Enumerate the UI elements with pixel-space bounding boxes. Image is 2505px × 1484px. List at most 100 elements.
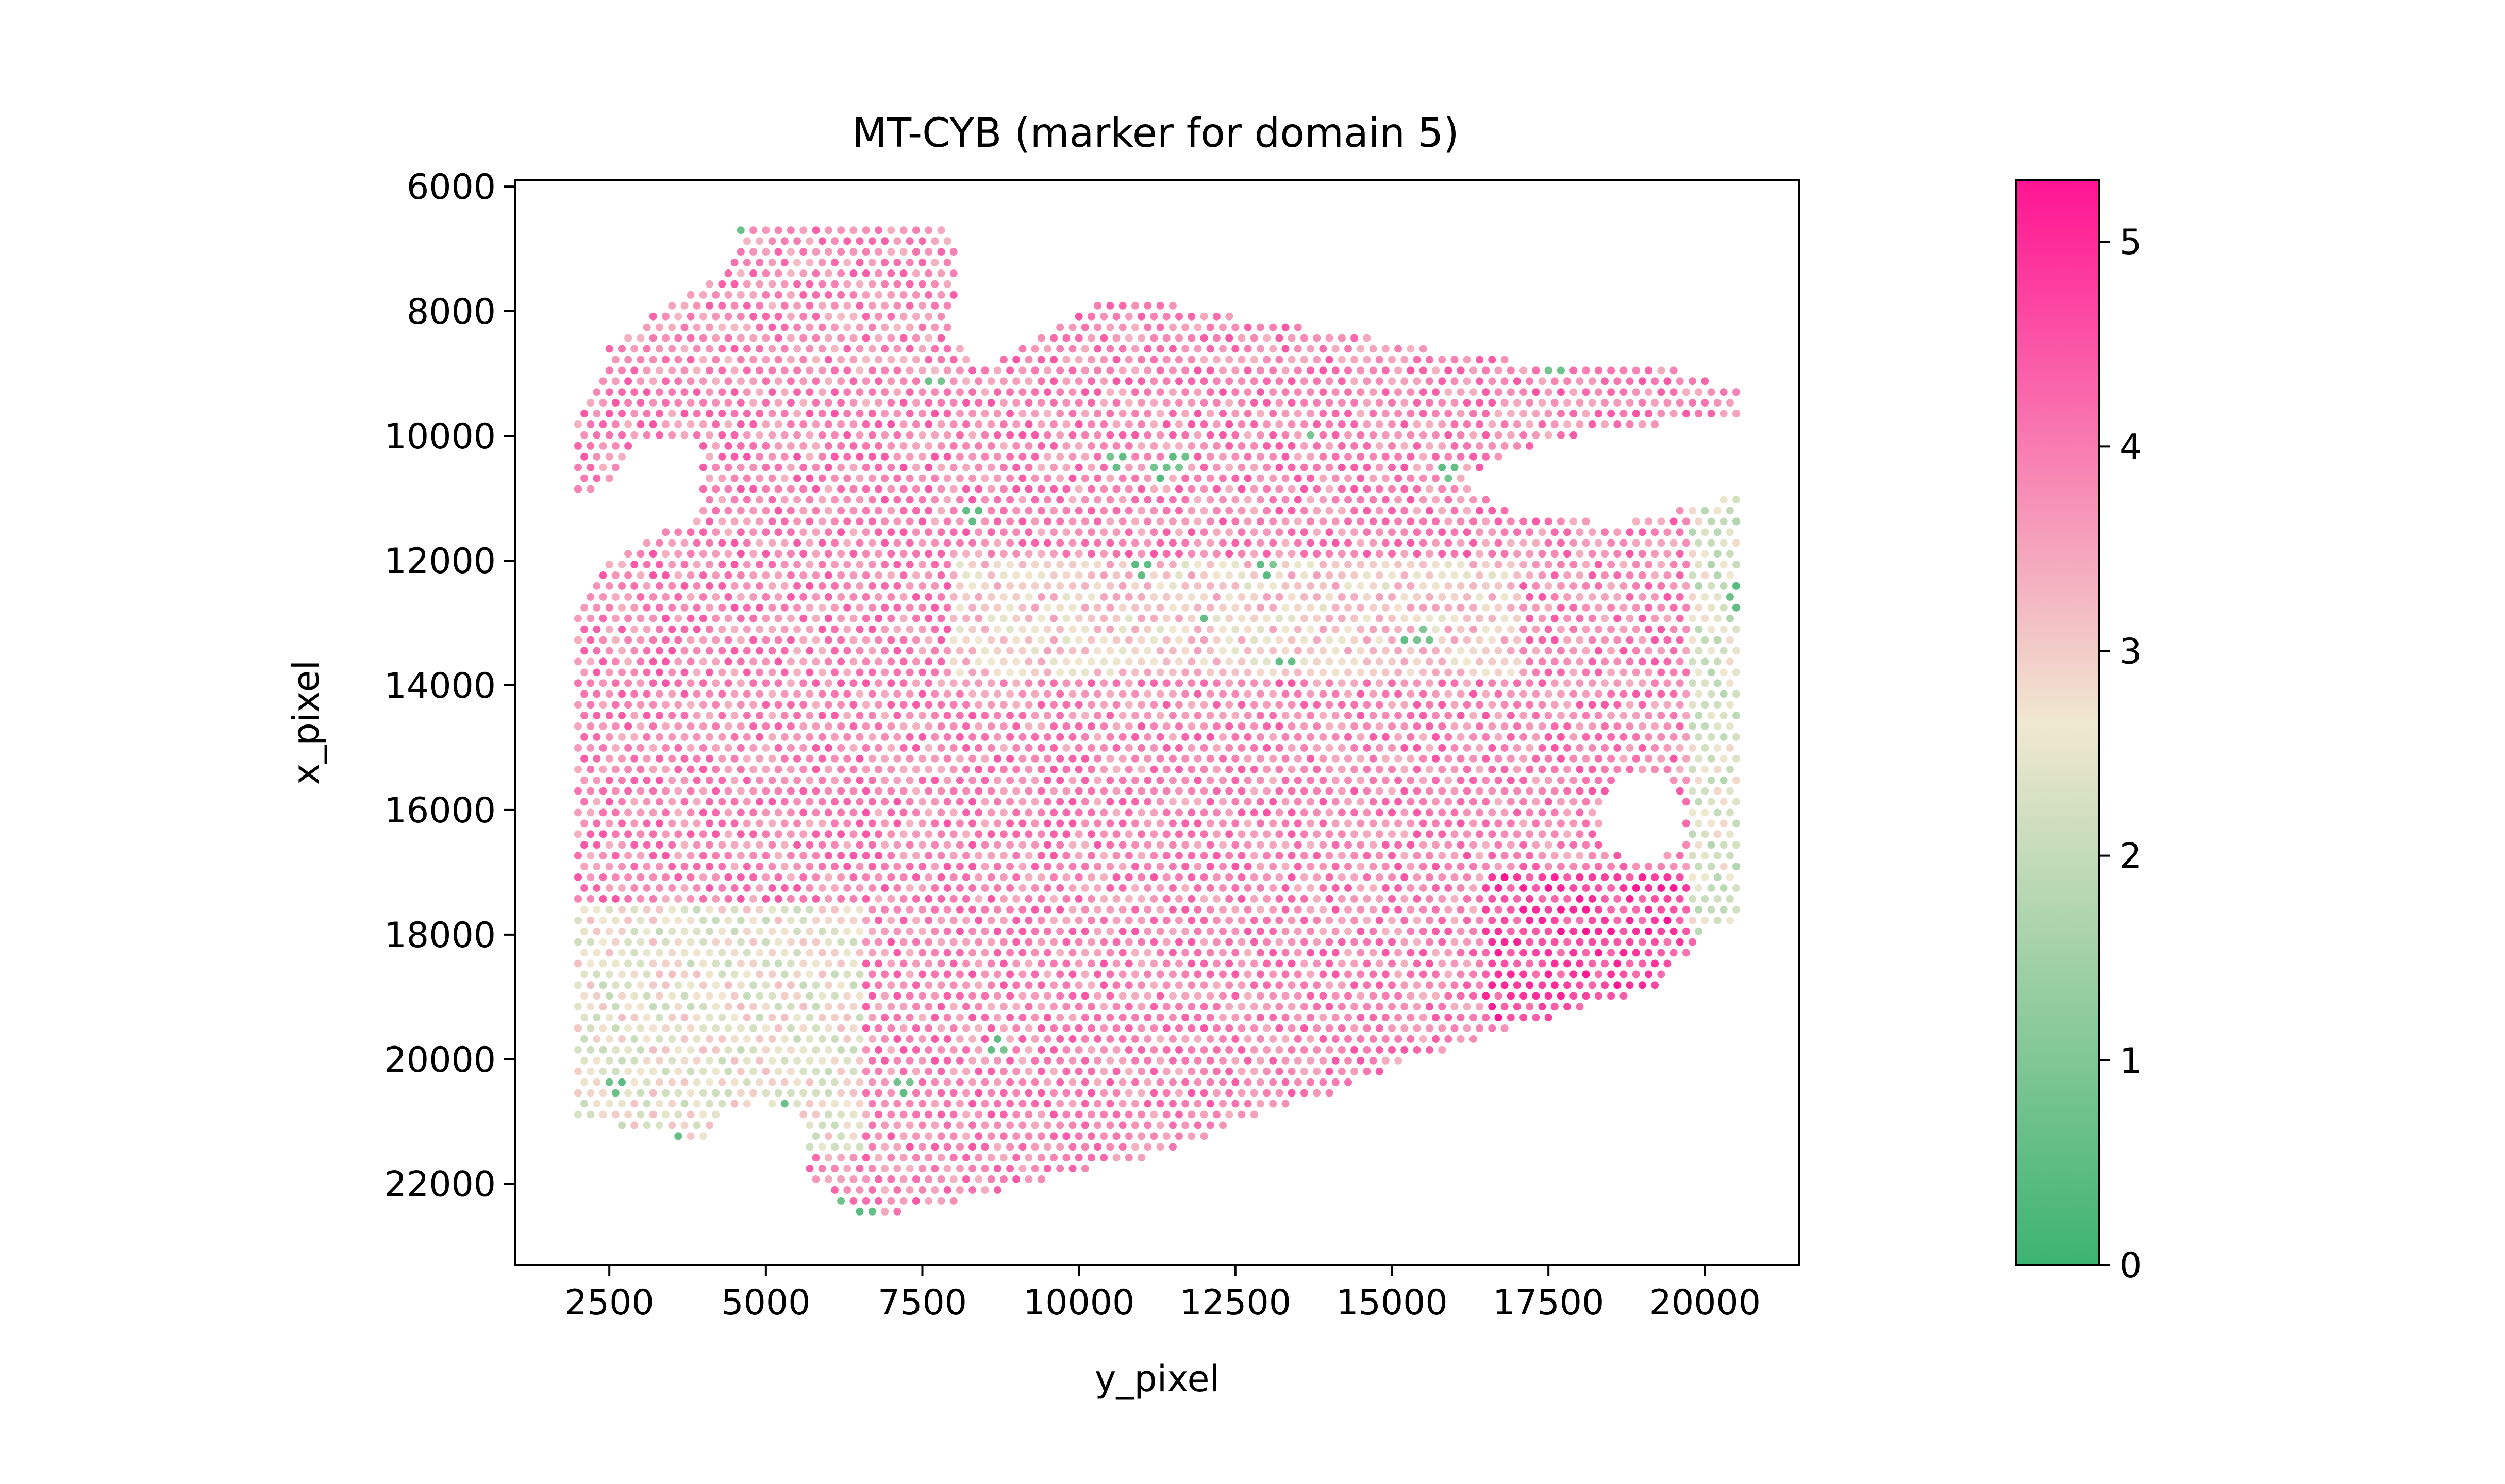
spot-point [1538, 701, 1546, 709]
spot-point [1212, 442, 1221, 450]
spot-point [1444, 733, 1452, 741]
spot-point [906, 754, 914, 763]
spot-point [593, 863, 601, 871]
spot-point [1394, 517, 1402, 526]
spot-point [1200, 916, 1208, 924]
spot-point [1707, 388, 1715, 396]
spot-point [1494, 733, 1502, 741]
spot-point [1363, 334, 1371, 342]
spot-point [856, 733, 864, 741]
spot-point [1732, 410, 1740, 418]
spot-point [1519, 754, 1528, 763]
spot-point [1388, 722, 1396, 730]
spot-point [1275, 722, 1283, 730]
spot-point [1031, 733, 1039, 741]
spot-point [1663, 916, 1672, 924]
spot-point [762, 420, 770, 428]
spot-point [875, 895, 882, 903]
spot-point [1513, 895, 1521, 903]
spot-point [1538, 657, 1546, 666]
spot-point [1588, 895, 1596, 903]
spot-point [1557, 905, 1565, 914]
spot-point [1369, 452, 1377, 461]
spot-point [1313, 765, 1321, 773]
spot-point [1125, 895, 1133, 903]
spot-point [1231, 452, 1240, 461]
spot-point [1200, 657, 1208, 666]
spot-point [1576, 636, 1584, 644]
spot-point [1544, 388, 1552, 396]
spot-point [1294, 323, 1302, 331]
spot-point [1244, 366, 1252, 375]
spot-point [1031, 431, 1039, 439]
spot-point [987, 765, 995, 773]
spot-point [1563, 765, 1572, 773]
spot-point [899, 873, 908, 881]
spot-point [1325, 485, 1333, 493]
spot-point [1037, 765, 1045, 773]
spot-point [1538, 744, 1546, 752]
spot-point [737, 507, 745, 515]
spot-point [1550, 744, 1559, 752]
spot-point [837, 808, 845, 817]
spot-point [1469, 625, 1477, 633]
spot-point [1125, 507, 1133, 515]
spot-point [749, 657, 758, 666]
spot-point [780, 647, 789, 655]
spot-point [1238, 399, 1246, 407]
spot-point [981, 841, 989, 849]
spot-point [1463, 765, 1471, 773]
spot-point [818, 388, 826, 396]
spot-point [1338, 679, 1346, 687]
spot-point [1325, 550, 1333, 558]
spot-point [1645, 625, 1652, 633]
spot-point [793, 884, 801, 892]
spot-point [1619, 388, 1628, 396]
spot-point [1206, 625, 1214, 633]
spot-point [1100, 334, 1108, 342]
spot-point [630, 410, 639, 418]
spot-point [875, 701, 882, 709]
spot-point [1381, 474, 1390, 482]
spot-point [1050, 765, 1058, 773]
spot-point [968, 625, 977, 633]
spot-point [1256, 561, 1264, 569]
spot-point [1275, 657, 1283, 666]
spot-point [1181, 712, 1190, 720]
spot-point [1526, 808, 1534, 817]
spot-point [1381, 561, 1390, 569]
spot-point [611, 636, 620, 644]
spot-point [981, 603, 989, 612]
spot-point [655, 798, 663, 806]
spot-point [1068, 539, 1077, 547]
spot-point [762, 593, 770, 601]
spot-point [687, 765, 695, 773]
spot-point [618, 366, 626, 375]
spot-point [881, 776, 889, 784]
spot-point [1588, 399, 1596, 407]
spot-point [787, 550, 795, 558]
spot-point [749, 787, 758, 795]
spot-point [1350, 356, 1359, 364]
spot-point [1094, 754, 1102, 763]
spot-point [1106, 625, 1114, 633]
spot-point [618, 388, 626, 396]
spot-point [856, 927, 864, 935]
spot-point [1689, 873, 1696, 881]
spot-point [875, 377, 882, 385]
spot-point [712, 701, 720, 709]
spot-point [1344, 863, 1352, 871]
spot-point [1588, 550, 1596, 558]
spot-point [1576, 571, 1584, 579]
spot-point [812, 916, 820, 924]
spot-point [1726, 830, 1734, 838]
spot-point [1563, 571, 1572, 579]
spot-point [1138, 463, 1146, 471]
spot-point [1288, 593, 1296, 601]
spot-point [968, 798, 977, 806]
spot-point [574, 722, 582, 730]
spot-point [1300, 787, 1308, 795]
spot-point [1112, 356, 1121, 364]
spot-point [1569, 431, 1578, 439]
spot-point [712, 507, 720, 515]
